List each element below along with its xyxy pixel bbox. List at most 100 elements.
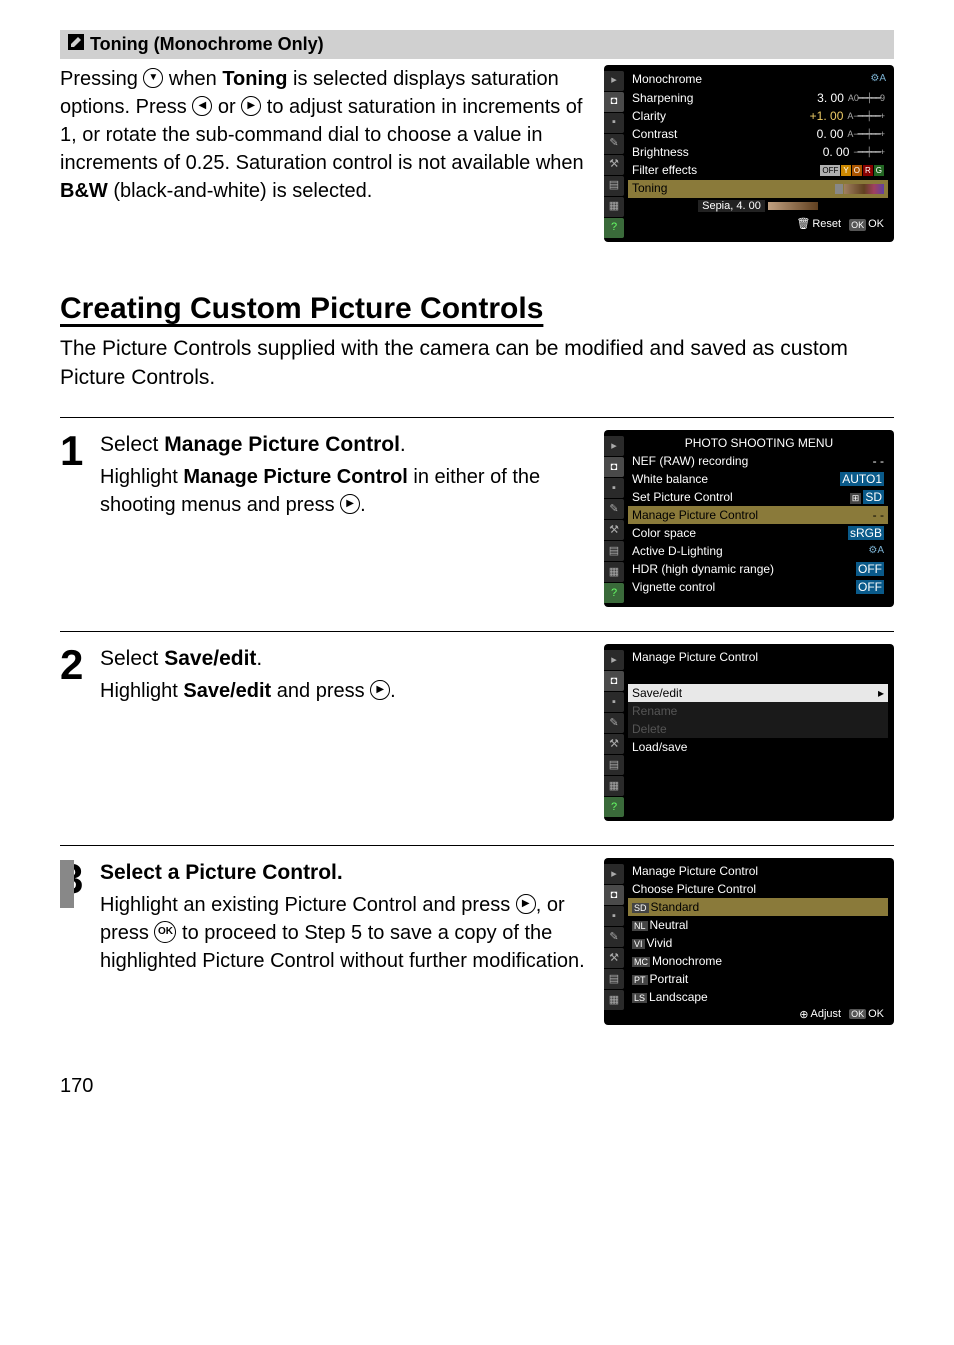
screen-title: PHOTO SHOOTING MENU [628,434,888,452]
callout-text: Pressing ▼ when Toning is selected displ… [60,65,588,205]
menu-row: White balanceAUTO1 [628,470,888,488]
tab-camera-icon: ◘ [604,671,624,691]
toning-swatch [835,184,884,194]
menu-row-highlighted: Toning [628,180,888,198]
photo-shooting-menu-screen: ▸ ◘ ▪ ✎ ⚒ ▤ ▦ ? PHOTO SHOOTING MENU NEF … [604,430,894,607]
menu-row: Set Picture Control⊞SD [628,488,888,506]
menu-row: NLNeutral [628,916,888,934]
screen-subtitle: Choose Picture Control [628,880,888,898]
dpad-right-icon: ▶ [241,96,261,116]
label: Filter effects [632,162,697,179]
label: Brightness [632,144,689,161]
ok-button-icon: OK [154,921,176,943]
value: 0. 00 [817,126,844,143]
filter-boxes: OFFYORG [820,165,884,176]
toning-gradient [768,202,818,210]
menu-row: Active D-Lighting⚙A [628,542,888,560]
auto-badge: ⚙A [870,72,886,86]
tab-icon: ▤ [604,755,624,775]
menu-row: HDR (high dynamic range)OFF [628,560,888,578]
menu-row: PTPortrait [628,970,888,988]
tab-help-icon: ? [604,797,624,817]
tab-icon: ▤ [604,969,624,989]
tab-icon: ▪ [604,906,624,926]
tab-camera-icon: ◘ [604,92,624,112]
ok-button-label: OKOK [849,217,884,232]
slider: −━━┿━━+ [853,146,884,159]
tab-icon: ▸ [604,650,624,670]
value: 3. 00 [817,90,844,107]
tab-icon: ▦ [604,562,624,582]
step-body-text: Highlight Manage Picture Control in eith… [100,463,586,519]
menu-row-disabled: Rename [628,702,888,720]
step-1: 1 Select Manage Picture Control. Highlig… [60,417,894,607]
manage-picture-control-screen-2: ▸ ◘ ▪ ✎ ⚒ ▤ ▦ Manage Picture Control Cho… [604,858,894,1025]
slider: A −━━┿━━+ [847,110,884,123]
tab-icon: ▦ [604,990,624,1010]
menu-row: NEF (RAW) recording- - [628,452,888,470]
spacer [628,756,888,782]
tab-icon: ▸ [604,864,624,884]
step-2: 2 Select Save/edit. Highlight Save/edit … [60,631,894,821]
step-3: 3 Select a Picture Control. Highlight an… [60,845,894,1025]
tab-camera-icon: ◘ [604,457,624,477]
menu-row: Load/save [628,738,888,756]
dpad-right-icon: ▶ [340,494,360,514]
slider: A 0━━┿━━9 [848,92,884,105]
tab-icon: ✎ [604,499,624,519]
menu-row-highlighted: SDStandard [628,898,888,916]
tab-icon: ▦ [604,197,624,217]
tab-icon: ▪ [604,113,624,133]
menu-row: LSLandscape [628,988,888,1006]
tab-icon: ⚒ [604,520,624,540]
tab-icon: ▸ [604,71,624,91]
callout-title: Toning (Monochrome Only) [90,34,324,55]
spacer [628,666,888,684]
tab-icon: ▪ [604,692,624,712]
callout-body: Pressing ▼ when Toning is selected displ… [60,65,894,242]
tab-camera-icon: ◘ [604,885,624,905]
menu-row: Vignette controlOFF [628,578,888,596]
text: or [212,96,241,118]
menu-row: MCMonochrome [628,952,888,970]
slider: A −━━┿━━+ [847,128,884,141]
tab-icon: ⚒ [604,155,624,175]
section-intro: The Picture Controls supplied with the c… [60,334,894,393]
menu-row: Contrast 0. 00A −━━┿━━+ [628,126,888,144]
tab-strip: ▸ ◘ ▪ ✎ ⚒ ▤ ▦ ? [604,648,626,817]
value: +1. 00 [810,108,844,125]
tab-icon: ▪ [604,478,624,498]
label: Toning [632,180,667,197]
pencil-icon [68,34,84,55]
toning-value-row: Sepia, 4. 00 [628,198,888,215]
section-heading: Creating Custom Picture Controls [60,292,894,326]
menu-row-highlighted: Save/edit▸ [628,684,888,702]
step-body-text: Highlight Save/edit and press ▶. [100,677,586,705]
tab-strip: ▸ ◘ ▪ ✎ ⚒ ▤ ▦ ? [604,69,626,238]
dpad-right-icon: ▶ [370,680,390,700]
tab-icon: ✎ [604,713,624,733]
screen-footer: 🗑Reset OKOK [628,215,888,232]
tab-help-icon: ? [604,583,624,603]
monochrome-screen: ▸ ◘ ▪ ✎ ⚒ ▤ ▦ ? Monochrome ⚙A Sharpening… [604,65,894,242]
manage-picture-control-screen-1: ▸ ◘ ▪ ✎ ⚒ ▤ ▦ ? Manage Picture Control S… [604,644,894,821]
tab-icon: ⚒ [604,734,624,754]
menu-row: Clarity+1. 00A −━━┿━━+ [628,108,888,126]
step-title: Select a Picture Control. [100,858,586,887]
step-title: Select Manage Picture Control. [100,430,586,459]
text: when [163,68,222,90]
tab-icon: ⚒ [604,948,624,968]
chevron-right-icon: ▸ [878,686,884,700]
dpad-left-icon: ◀ [192,96,212,116]
tab-icon: ✎ [604,927,624,947]
menu-row: VIVivid [628,934,888,952]
page-number: 170 [60,1075,894,1098]
adjust-button-label: ⊕Adjust [799,1008,841,1021]
text: (black-and-white) is selected. [108,180,373,202]
step-body-text: Highlight an existing Picture Control an… [100,891,586,975]
side-tab-marker [60,860,74,908]
label: Sharpening [632,90,693,107]
toning-value: Sepia, 4. 00 [698,200,765,212]
value: 0. 00 [823,144,850,161]
label: Contrast [632,126,677,143]
